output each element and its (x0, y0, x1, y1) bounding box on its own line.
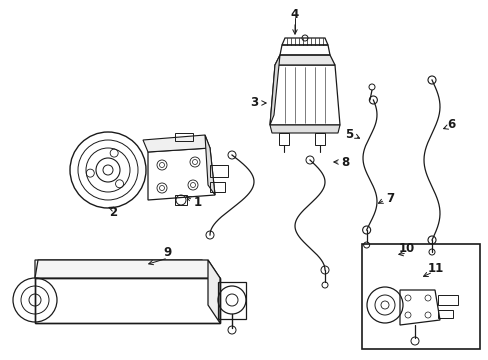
Text: 11: 11 (427, 261, 443, 274)
Polygon shape (274, 55, 334, 65)
Bar (437, 295, 457, 305)
Polygon shape (269, 125, 339, 133)
Bar (314, 133, 325, 145)
Polygon shape (207, 260, 220, 323)
Text: 1: 1 (194, 197, 202, 210)
Bar (175, 133, 193, 141)
Text: 7: 7 (385, 192, 393, 204)
Bar (361, 244, 479, 349)
Text: 9: 9 (163, 246, 172, 258)
Bar (209, 182, 224, 192)
Text: 6: 6 (446, 118, 454, 131)
Bar (279, 133, 288, 145)
Bar (175, 195, 186, 205)
Text: 2: 2 (109, 206, 117, 219)
Text: 8: 8 (340, 156, 348, 168)
Bar (437, 310, 452, 318)
Text: 4: 4 (290, 8, 299, 21)
Bar (209, 165, 227, 177)
Polygon shape (204, 135, 215, 195)
Polygon shape (35, 260, 220, 278)
Polygon shape (142, 135, 209, 152)
Bar (218, 282, 245, 319)
Text: 5: 5 (344, 127, 352, 140)
Text: 10: 10 (398, 242, 414, 255)
Polygon shape (269, 55, 280, 125)
Text: 3: 3 (249, 96, 258, 109)
